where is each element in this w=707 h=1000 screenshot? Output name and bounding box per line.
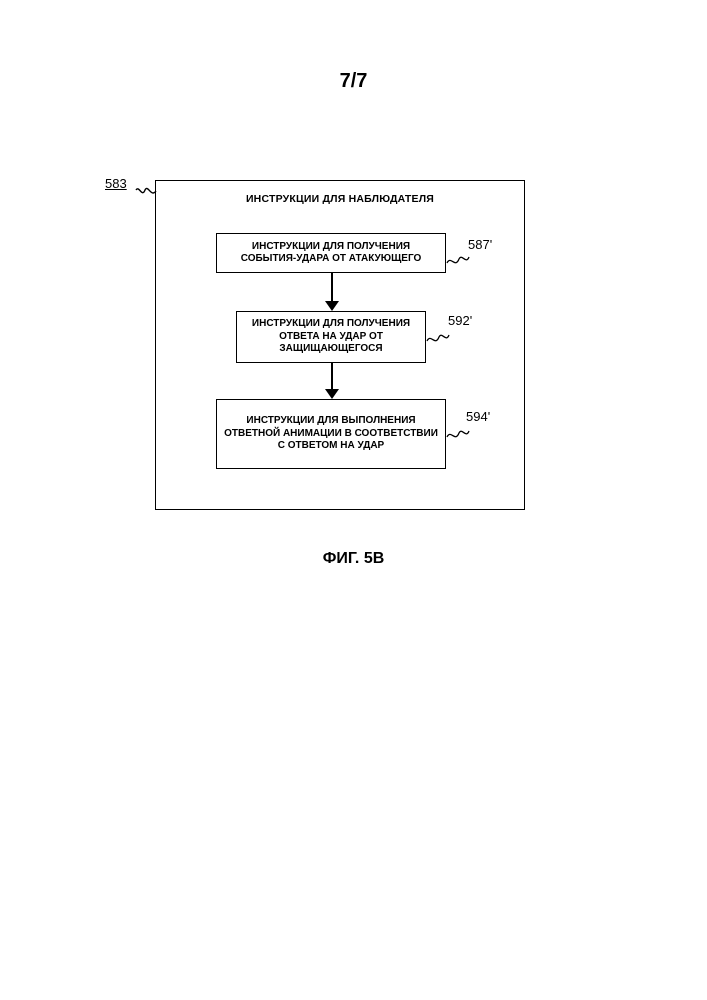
arrow-head-icon <box>325 301 339 311</box>
node-execute-response-animation: ИНСТРУКЦИИ ДЛЯ ВЫПОЛНЕНИЯ ОТВЕТНОЙ АНИМА… <box>216 399 446 469</box>
page-number: 7/7 <box>0 70 707 93</box>
ref-label-587: 587' <box>468 237 492 252</box>
ref-label-594: 594' <box>466 409 490 424</box>
leader-line-icon <box>135 186 157 200</box>
ref-label-583: 583 <box>105 176 127 191</box>
outer-box: ИНСТРУКЦИИ ДЛЯ НАБЛЮДАТЕЛЯ ИНСТРУКЦИИ ДЛ… <box>155 180 525 510</box>
outer-box-title: ИНСТРУКЦИИ ДЛЯ НАБЛЮДАТЕЛЯ <box>156 193 524 205</box>
node-receive-strike-event: ИНСТРУКЦИИ ДЛЯ ПОЛУЧЕНИЯ СОБЫТИЯ-УДАРА О… <box>216 233 446 273</box>
ref-label-592: 592' <box>448 313 472 328</box>
leader-line-icon <box>426 331 450 347</box>
leader-line-icon <box>446 253 470 269</box>
diagram: 583 ИНСТРУКЦИИ ДЛЯ НАБЛЮДАТЕЛЯ ИНСТРУКЦИ… <box>155 180 525 510</box>
arrow-head-icon <box>325 389 339 399</box>
figure-caption: ФИГ. 5B <box>0 550 707 568</box>
node-receive-strike-response: ИНСТРУКЦИИ ДЛЯ ПОЛУЧЕНИЯ ОТВЕТА НА УДАР … <box>236 311 426 363</box>
page: 7/7 583 ИНСТРУКЦИИ ДЛЯ НАБЛЮДАТЕЛЯ ИНСТР… <box>0 0 707 1000</box>
leader-line-icon <box>446 427 470 443</box>
